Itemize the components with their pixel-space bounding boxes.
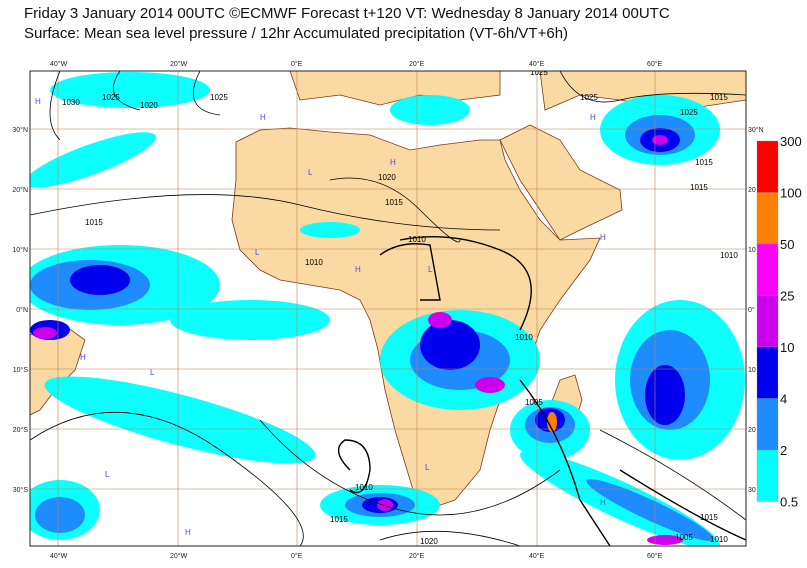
svg-text:30°N: 30°N bbox=[748, 126, 764, 134]
legend-label: 25 bbox=[780, 289, 794, 304]
svg-text:L: L bbox=[105, 470, 110, 479]
svg-text:60°E: 60°E bbox=[647, 60, 663, 68]
svg-text:1010: 1010 bbox=[720, 251, 738, 260]
svg-text:1025: 1025 bbox=[102, 93, 120, 102]
legend-label: 300 bbox=[780, 134, 802, 149]
svg-text:H: H bbox=[390, 158, 396, 167]
svg-text:1025: 1025 bbox=[530, 68, 548, 77]
lon-labels-top: 40°W 20°W 0°E 20°E 40°E 60°E bbox=[50, 60, 663, 68]
legend-label: 100 bbox=[780, 186, 802, 201]
svg-text:L: L bbox=[308, 168, 313, 177]
svg-text:1030: 1030 bbox=[62, 98, 80, 107]
legend-swatch bbox=[756, 243, 779, 296]
svg-text:40°E: 40°E bbox=[529, 552, 545, 560]
svg-text:L: L bbox=[425, 463, 430, 472]
svg-text:1020: 1020 bbox=[378, 173, 396, 182]
isobar-labels: 1030 1025 1020 1015 1025 1020 1015 1015 … bbox=[62, 68, 738, 546]
legend-label: 10 bbox=[780, 340, 794, 355]
svg-text:20°E: 20°E bbox=[409, 60, 425, 68]
map-frame bbox=[29, 70, 747, 547]
legend-swatch bbox=[756, 192, 779, 245]
legend-swatch bbox=[756, 140, 779, 193]
pressure-centers: H H H L H L H L H L H H L H L bbox=[35, 97, 606, 537]
svg-text:1010: 1010 bbox=[355, 483, 373, 492]
legend-swatch bbox=[756, 449, 779, 502]
svg-text:30°N: 30°N bbox=[12, 126, 28, 134]
lat-labels-left: 30°N 20°N 10°N 0°N 10°S 20°S 30°S bbox=[12, 126, 28, 494]
svg-text:20°S: 20°S bbox=[13, 426, 29, 434]
svg-text:1020: 1020 bbox=[140, 101, 158, 110]
legend-swatch bbox=[756, 346, 779, 399]
svg-text:H: H bbox=[590, 113, 596, 122]
svg-text:10°N: 10°N bbox=[12, 246, 28, 254]
precipitation-field bbox=[30, 72, 745, 546]
svg-text:20°W: 20°W bbox=[170, 60, 188, 68]
svg-text:0°N: 0°N bbox=[16, 306, 28, 314]
svg-text:H: H bbox=[600, 498, 606, 507]
svg-text:40°E: 40°E bbox=[529, 60, 545, 68]
legend-label: 0.5 bbox=[780, 495, 798, 510]
svg-text:40°W: 40°W bbox=[50, 552, 68, 560]
svg-text:L: L bbox=[255, 248, 260, 257]
svg-text:1010: 1010 bbox=[408, 235, 426, 244]
svg-text:1015: 1015 bbox=[690, 183, 708, 192]
svg-text:1025: 1025 bbox=[210, 93, 228, 102]
svg-text:H: H bbox=[355, 265, 361, 274]
legend-label: 4 bbox=[780, 392, 787, 407]
svg-text:0°E: 0°E bbox=[291, 552, 303, 560]
chart-subtitle: Surface: Mean sea level pressure / 12hr … bbox=[24, 25, 569, 42]
lat-labels-right: 30°N 20 10 0° 10 20 30 bbox=[748, 126, 764, 494]
svg-text:10: 10 bbox=[748, 247, 756, 254]
svg-text:20°E: 20°E bbox=[409, 552, 425, 560]
svg-text:10: 10 bbox=[748, 367, 756, 374]
svg-text:10°S: 10°S bbox=[13, 366, 29, 374]
legend-swatch bbox=[756, 398, 779, 451]
svg-text:20: 20 bbox=[748, 187, 756, 194]
svg-text:20°W: 20°W bbox=[170, 552, 188, 560]
svg-text:1010: 1010 bbox=[515, 333, 533, 342]
svg-text:H: H bbox=[260, 113, 266, 122]
svg-text:40°W: 40°W bbox=[50, 60, 68, 68]
legend-swatch bbox=[756, 295, 779, 348]
svg-text:L: L bbox=[428, 265, 433, 274]
svg-text:1015: 1015 bbox=[710, 93, 728, 102]
svg-text:1015: 1015 bbox=[330, 515, 348, 524]
legend-label: 2 bbox=[780, 443, 787, 458]
svg-text:1025: 1025 bbox=[680, 108, 698, 117]
svg-text:H: H bbox=[35, 97, 41, 106]
svg-text:1005: 1005 bbox=[525, 398, 543, 407]
svg-text:1015: 1015 bbox=[385, 198, 403, 207]
svg-text:1005: 1005 bbox=[675, 533, 693, 542]
svg-text:H: H bbox=[80, 353, 86, 362]
legend-label: 50 bbox=[780, 237, 794, 252]
svg-text:30°S: 30°S bbox=[13, 486, 29, 494]
svg-text:1015: 1015 bbox=[700, 513, 718, 522]
svg-text:1010: 1010 bbox=[710, 535, 728, 544]
lon-labels-bottom: 40°W 20°W 0°E 20°E 40°E 60°E bbox=[50, 552, 663, 560]
svg-text:1015: 1015 bbox=[695, 158, 713, 167]
chart-title: Friday 3 January 2014 00UTC ©ECMWF Forec… bbox=[24, 5, 670, 22]
svg-text:20: 20 bbox=[748, 427, 756, 434]
precipitation-legend: 300 100 50 25 10 4 2 0.5 bbox=[756, 134, 802, 510]
svg-text:1015: 1015 bbox=[85, 218, 103, 227]
svg-text:H: H bbox=[185, 528, 191, 537]
svg-text:0°E: 0°E bbox=[291, 60, 303, 68]
graticule bbox=[30, 71, 746, 546]
svg-text:20°N: 20°N bbox=[12, 186, 28, 194]
svg-text:0°: 0° bbox=[748, 306, 755, 314]
isobars bbox=[30, 71, 746, 546]
svg-text:L: L bbox=[150, 368, 155, 377]
svg-text:1020: 1020 bbox=[420, 537, 438, 546]
svg-text:H: H bbox=[600, 233, 606, 242]
svg-text:60°E: 60°E bbox=[647, 552, 663, 560]
svg-text:30: 30 bbox=[748, 487, 756, 494]
svg-text:1025: 1025 bbox=[580, 93, 598, 102]
svg-text:1010: 1010 bbox=[305, 258, 323, 267]
